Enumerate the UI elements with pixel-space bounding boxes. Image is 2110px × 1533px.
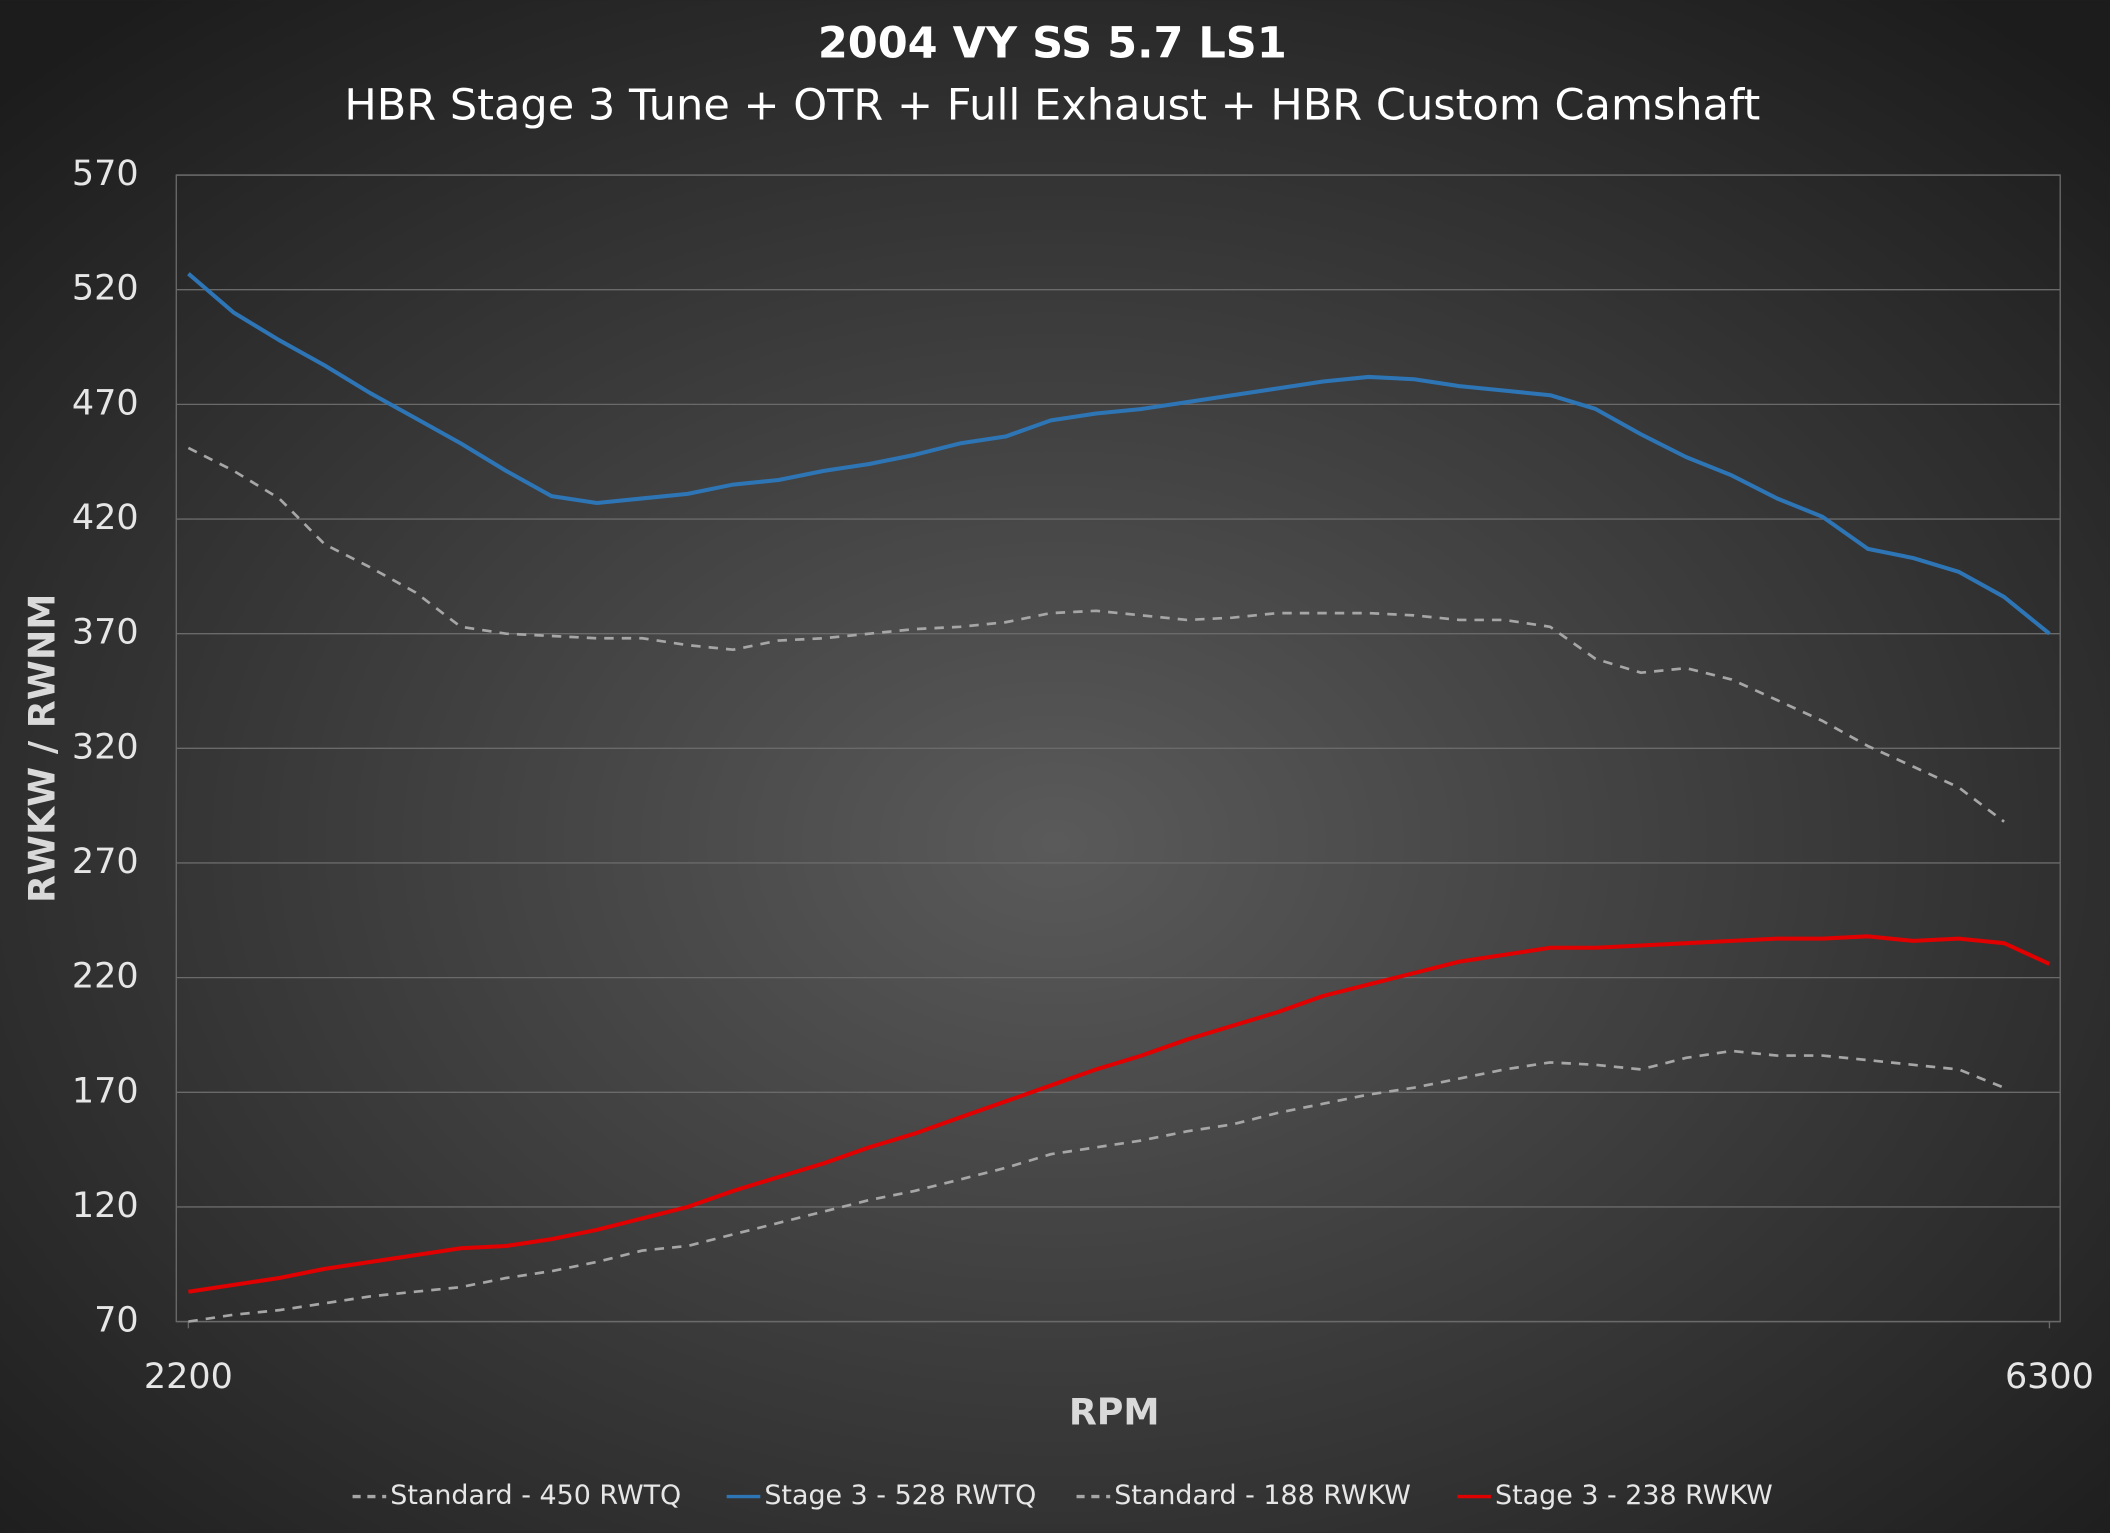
y-tick-label: 170 xyxy=(72,1071,139,1111)
y-tick-label: 470 xyxy=(72,383,139,423)
y-tick-label: 420 xyxy=(72,498,139,538)
legend-label: Standard - 450 RWTQ xyxy=(390,1480,681,1511)
series-line xyxy=(187,446,2005,823)
series-line xyxy=(188,1049,2005,1323)
series-line xyxy=(187,272,2051,636)
y-tick-label: 320 xyxy=(72,727,139,767)
y-tick-label: 520 xyxy=(72,269,139,309)
series-line xyxy=(188,934,2051,1294)
legend-label: Standard - 188 RWKW xyxy=(1114,1480,1411,1511)
y-axis-label: RWKW / RWNM xyxy=(20,594,63,903)
chart-title: 2004 VY SS 5.7 LS1 xyxy=(818,18,1287,68)
x-axis-label: RPM xyxy=(1069,1390,1160,1433)
chart-subtitle: HBR Stage 3 Tune + OTR + Full Exhaust + … xyxy=(344,80,1760,130)
x-tick-label: 2200 xyxy=(144,1357,233,1397)
y-tick-label: 70 xyxy=(94,1301,139,1341)
legend-label: Stage 3 - 238 RWKW xyxy=(1495,1480,1773,1511)
y-tick-label: 270 xyxy=(72,842,139,882)
y-tick-label: 220 xyxy=(72,957,139,997)
y-tick-label: 370 xyxy=(72,613,139,653)
x-tick-label: 6300 xyxy=(2005,1357,2094,1397)
y-tick-label: 120 xyxy=(72,1186,139,1226)
legend-label: Stage 3 - 528 RWTQ xyxy=(764,1480,1036,1511)
y-tick-label: 570 xyxy=(72,154,139,194)
